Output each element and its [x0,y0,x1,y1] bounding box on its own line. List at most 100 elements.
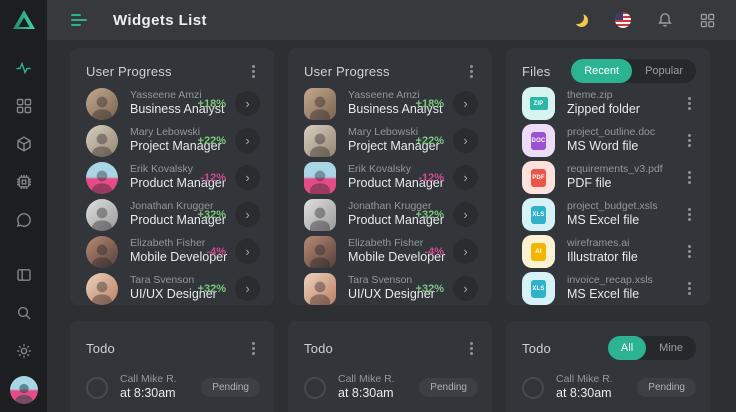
file-row: PDF requirements_v3.pdf PDF file [522,159,696,196]
grid-icon[interactable] [0,87,47,125]
user-role: Business Analyst [130,102,225,117]
app-logo-icon[interactable] [11,8,37,37]
kebab-menu-icon[interactable] [683,168,696,187]
todo-time: at 8:30am [120,386,176,401]
file-type-icon: XLS [522,272,555,305]
kebab-menu-icon[interactable] [247,62,260,81]
todo-checkbox[interactable] [304,376,326,399]
kebab-menu-icon[interactable] [683,242,696,261]
progress-delta: -12% [200,171,226,184]
card-title: Todo [304,340,333,356]
user-role: Mobile Developer [348,250,446,265]
todo-time: at 8:30am [338,386,394,401]
todo-task: Call Mike R. [338,373,395,386]
chevron-right-button[interactable]: › [453,165,478,190]
todo-card-3: Todo All Mine Call Mike R. at 8:30am Pen… [506,321,710,412]
page-title: Widgets List [113,11,207,29]
file-row: XLS invoice_recap.xsls MS Excel file [522,270,696,305]
chevron-right-button[interactable]: › [453,202,478,227]
user-role: UI/UX Designer [130,287,217,302]
todo-list: Call Mike R. at 8:30am Pending Finish do… [304,369,478,412]
user-avatar [86,235,118,268]
user-avatar [304,161,336,194]
cube-icon[interactable] [0,125,47,163]
user-avatar [86,272,118,305]
chevron-right-button[interactable]: › [235,165,260,190]
tab-recent[interactable]: Recent [571,59,633,83]
card-title: Todo [86,340,115,356]
bell-icon[interactable] [656,11,674,29]
search-icon[interactable] [0,294,47,332]
todo-task: Call Mike R. [120,373,177,386]
user-avatar [86,124,118,157]
file-type-icon: PDF [522,161,555,194]
settings-gear-icon[interactable] [0,332,47,370]
kebab-menu-icon[interactable] [247,339,260,358]
user-row: Elizabeth Fisher Mobile Developer -4% › [304,233,478,270]
kebab-menu-icon[interactable] [683,205,696,224]
chip-icon[interactable] [0,163,47,201]
chevron-right-button[interactable]: › [453,239,478,264]
user-avatar [86,161,118,194]
file-ext-badge: DOC [531,131,546,150]
user-name: Elizabeth Fisher [130,237,206,250]
kebab-menu-icon[interactable] [465,62,478,81]
chevron-right-button[interactable]: › [453,276,478,301]
chevron-right-button[interactable]: › [453,91,478,116]
file-name: project_budget.xsls [567,200,658,213]
layout-panel-icon[interactable] [0,256,47,294]
chevron-right-button[interactable]: › [235,239,260,264]
tab-all[interactable]: All [607,336,647,360]
tab-popular[interactable]: Popular [645,65,683,77]
user-role: Product Manager [130,176,226,191]
apps-grid-icon[interactable] [698,11,716,29]
file-name: invoice_recap.xsls [567,274,653,287]
activity-icon[interactable] [0,49,47,87]
user-avatar [304,272,336,305]
file-type: PDF file [567,176,612,191]
file-ext-badge: XLS [531,279,546,298]
file-type: MS Excel file [567,213,640,228]
us-flag-icon[interactable] [614,11,632,29]
user-avatar [304,198,336,231]
user-avatar [304,124,336,157]
chevron-right-button[interactable]: › [235,276,260,301]
kebab-menu-icon[interactable] [683,94,696,113]
file-type: MS Word file [567,139,639,154]
file-type: Zipped folder [567,102,640,117]
chevron-right-button[interactable]: › [235,91,260,116]
user-name: Yasseene Amzi [348,89,420,102]
kebab-menu-icon[interactable] [683,279,696,298]
file-row: ZIP theme.zip Zipped folder [522,85,696,122]
user-role: Product Manager [348,176,444,191]
user-row: Mary Lebowski Project Manager +22% › [86,122,260,159]
progress-delta: -12% [418,171,444,184]
chevron-right-button[interactable]: › [453,128,478,153]
user-role: Product Manager [130,213,226,228]
chat-icon[interactable] [0,201,47,239]
chevron-right-button[interactable]: › [235,202,260,227]
user-name: Erik Kovalsky [130,163,194,176]
user-row: Erik Kovalsky Product Manager -12% › [86,159,260,196]
todo-card-2: Todo Call Mike R. at 8:30am Pending [288,321,492,412]
status-badge: Pending [201,378,260,397]
kebab-menu-icon[interactable] [465,339,478,358]
sidebar-user-avatar[interactable] [9,376,38,404]
user-avatar [86,87,118,120]
todo-checkbox[interactable] [86,376,108,399]
todo-list: Call Mike R. at 8:30am Pending Finish do… [522,369,696,412]
file-ext-badge: AI [531,242,546,261]
todo-checkbox[interactable] [522,376,544,399]
tab-mine[interactable]: Mine [659,342,683,354]
hamburger-menu-icon[interactable] [71,14,87,26]
file-row: AI wireframes.ai Illustrator file [522,233,696,270]
chevron-right-button[interactable]: › [235,128,260,153]
file-type: Illustrator file [567,250,638,265]
user-role: UI/UX Designer [348,287,435,302]
user-name: Tara Svenson [348,274,413,287]
file-type-icon: XLS [522,198,555,231]
moon-icon[interactable] [572,11,590,29]
user-name: Jonathan Krugger [130,200,214,213]
progress-delta: +18% [415,97,444,110]
kebab-menu-icon[interactable] [683,131,696,150]
